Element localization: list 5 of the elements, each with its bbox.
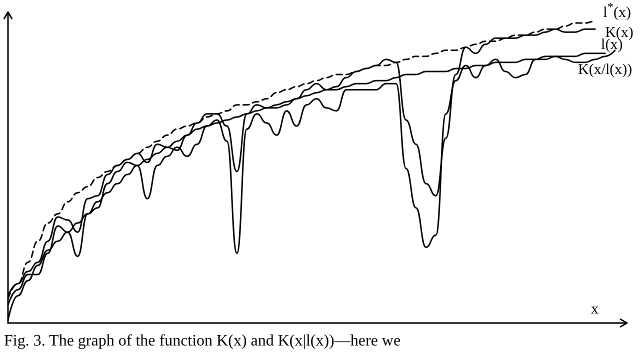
series-label: l$^{*}$(x)	[603, 0, 632, 20]
series-label: K(x)	[605, 24, 634, 41]
caption: Fig. 3. The graph of the function K(x) and K(x|l(x))—here we	[4, 332, 401, 350]
x-axis-title: x	[591, 302, 599, 318]
series-label: K(x/l(x))	[578, 62, 632, 78]
